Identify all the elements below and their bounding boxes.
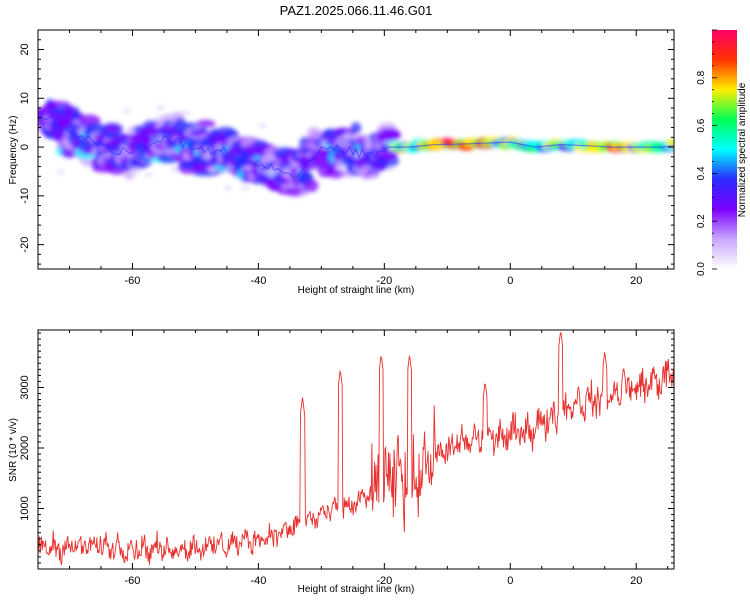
spectral-blob (207, 166, 216, 172)
spectral-blob (156, 105, 165, 111)
bottom-axis-ticks: -60 -40 -20 0 20 1000 2000 3000 (19, 330, 674, 587)
spectral-blob (224, 185, 233, 191)
bottom-y-axis-label: SNR (10 * v/v) (8, 418, 19, 482)
colorbar-label: Normalized spectral amplitude (737, 82, 748, 217)
bottom-x-tick-label: -40 (250, 575, 266, 587)
spectral-blob (198, 127, 208, 133)
spectral-blob (70, 110, 81, 122)
top-x-tick-label: 0 (507, 275, 513, 287)
bottom-y-tick-label: 3000 (19, 375, 31, 399)
bottom-y-tick-label: 2000 (19, 436, 31, 460)
spectral-blob (182, 110, 190, 116)
top-y-tick-label: 0 (19, 144, 31, 150)
ridge-series (38, 115, 674, 179)
spectral-blob (258, 123, 267, 129)
spectral-blob (326, 169, 347, 179)
colorbar-tick-label: 0.8 (696, 70, 707, 84)
ridge-line (38, 115, 674, 179)
top-y-axis-label: Frequency (Hz) (8, 116, 19, 185)
snr-series (38, 331, 674, 567)
top-x-tick-label: -40 (250, 275, 266, 287)
top-x-tick-label: 20 (630, 275, 642, 287)
top-y-tick-label: 10 (19, 92, 31, 104)
top-y-tick-label: -20 (19, 237, 31, 253)
snr-line (38, 331, 674, 567)
spectral-blob (104, 124, 121, 134)
colorbar-tick-label: 0.2 (696, 214, 707, 228)
colorbar-tick-label: 0.6 (696, 118, 707, 132)
top-x-tick-label: -20 (376, 275, 392, 287)
spectral-blob (301, 191, 309, 197)
spectral-blob (303, 179, 319, 193)
spectral-blob (241, 185, 250, 191)
bottom-y-tick-label: 1000 (19, 496, 31, 520)
top-axis-ticks: -60 -40 -20 0 20 -20 -10 0 10 20 (19, 29, 674, 287)
chart-title: PAZ1.2025.066.11.46.G01 (280, 3, 433, 18)
bottom-x-tick-label: -60 (125, 575, 141, 587)
top-y-tick-label: 20 (19, 43, 31, 55)
bottom-x-tick-label: 20 (630, 575, 642, 587)
spectral-blob (196, 119, 216, 128)
spectral-blob (192, 170, 219, 177)
spectral-blob (386, 166, 394, 172)
top-y-tick-label: -10 (19, 188, 31, 204)
spectral-blob (369, 173, 377, 179)
spectral-blob (665, 139, 674, 148)
spectral-blob (170, 167, 179, 173)
bottom-x-axis-label: Height of straight line (km) (298, 584, 415, 595)
spectral-blob (350, 122, 362, 134)
colorbar-tick-label: 0.4 (696, 166, 707, 180)
bottom-plot-frame (37, 329, 675, 570)
spectral-blob (131, 170, 139, 176)
spectral-blob (122, 108, 131, 114)
colorbar-ticks: 0.0 0.2 0.4 0.6 0.8 (696, 29, 717, 276)
bottom-x-tick-label: 0 (507, 575, 513, 587)
colorbar-tick-label: 0.0 (696, 262, 707, 276)
bottom-x-tick-label: -20 (376, 575, 392, 587)
top-x-axis-label: Height of straight line (km) (298, 285, 415, 296)
colorbar (712, 30, 737, 269)
top-x-tick-label: -60 (125, 275, 141, 287)
spectrogram-heatmap (38, 98, 674, 197)
spectral-blob (57, 169, 66, 175)
top-plot-frame (37, 29, 675, 270)
spectral-blob (378, 129, 402, 142)
spectral-blob (145, 172, 154, 178)
